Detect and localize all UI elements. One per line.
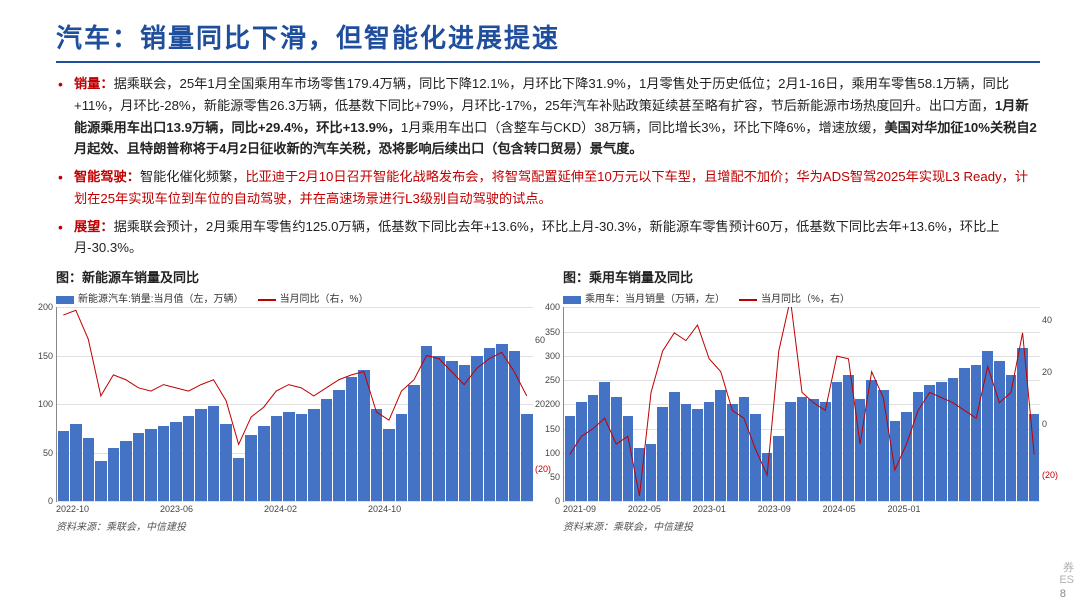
bullet-text: 据乘联会预计，2月乘用车零售约125.0万辆，低基数下同比去年+13.6%，环比…	[74, 219, 999, 256]
chart-source: 资料来源：乘联会，中信建投	[56, 518, 533, 533]
bullet-label: 智能驾驶：	[74, 169, 140, 184]
chart-pv-sales: 图：乘用车销量及同比 乘用车：当月销量（万辆，左） 当月同比（%，右） 0501…	[563, 267, 1040, 533]
bullet-label: 展望：	[74, 219, 114, 234]
chart-nev-sales: 图：新能源车销量及同比 新能源汽车:销量:当月值（左，万辆） 当月同比（右，%）…	[56, 267, 533, 533]
chart-title: 图：新能源车销量及同比	[56, 267, 533, 286]
chart-legend: 新能源汽车:销量:当月值（左，万辆） 当月同比（右，%）	[56, 290, 533, 305]
bullet-outlook: 展望：据乘联会预计，2月乘用车零售约125.0万辆，低基数下同比去年+13.6%…	[56, 216, 1040, 260]
bullet-text: 1月乘用车出口（含整车与CKD）38万辆，同比增长3%，环比下降6%，增速放缓，	[401, 120, 885, 135]
bullet-text: 据乘联会，25年1月全国乘用车市场零售179.4万辆，同比下降12.1%，月环比…	[74, 76, 1009, 113]
page-title: 汽车：销量同比下滑，但智能化进展提速	[56, 18, 1040, 63]
legend-bar-swatch	[56, 296, 74, 304]
chart-x-labels: 2021-092022-052023-012023-092024-052025-…	[563, 504, 1040, 514]
chart-plot-area: 050100150200250300350400(20)02040	[563, 307, 1040, 502]
chart-legend: 乘用车：当月销量（万辆，左） 当月同比（%，右）	[563, 290, 1040, 305]
chart-source: 资料来源：乘联会，中信建投	[563, 518, 1040, 533]
chart-plot-area: 050100150200(20)2060	[56, 307, 533, 502]
legend-bar-label: 新能源汽车:销量:当月值（左，万辆）	[78, 294, 244, 305]
bullet-list: 销量：据乘联会，25年1月全国乘用车市场零售179.4万辆，同比下降12.1%，…	[56, 73, 1040, 259]
watermark-text: ES	[1059, 574, 1074, 586]
legend-line-label: 当月同比（右，%）	[280, 294, 369, 305]
chart-x-labels: 2022-102023-062024-022024-10	[56, 504, 533, 514]
bullet-sales: 销量：据乘联会，25年1月全国乘用车市场零售179.4万辆，同比下降12.1%，…	[56, 73, 1040, 160]
bullet-label: 销量：	[74, 76, 114, 91]
legend-bar-swatch	[563, 296, 581, 304]
bullet-smart-driving: 智能驾驶：智能化催化频繁，比亚迪于2月10日召开智能化战略发布会，将智驾配置延伸…	[56, 166, 1040, 210]
page-number: 8	[1060, 588, 1066, 600]
legend-line-label: 当月同比（%，右）	[761, 294, 850, 305]
bullet-text: 智能化催化频繁，	[140, 169, 246, 184]
legend-bar-label: 乘用车：当月销量（万辆，左）	[585, 294, 725, 305]
legend-line-swatch	[258, 299, 276, 301]
chart-title: 图：乘用车销量及同比	[563, 267, 1040, 286]
watermark: 券 ES	[1059, 562, 1074, 586]
legend-line-swatch	[739, 299, 757, 301]
watermark-text: 券	[1059, 562, 1074, 574]
